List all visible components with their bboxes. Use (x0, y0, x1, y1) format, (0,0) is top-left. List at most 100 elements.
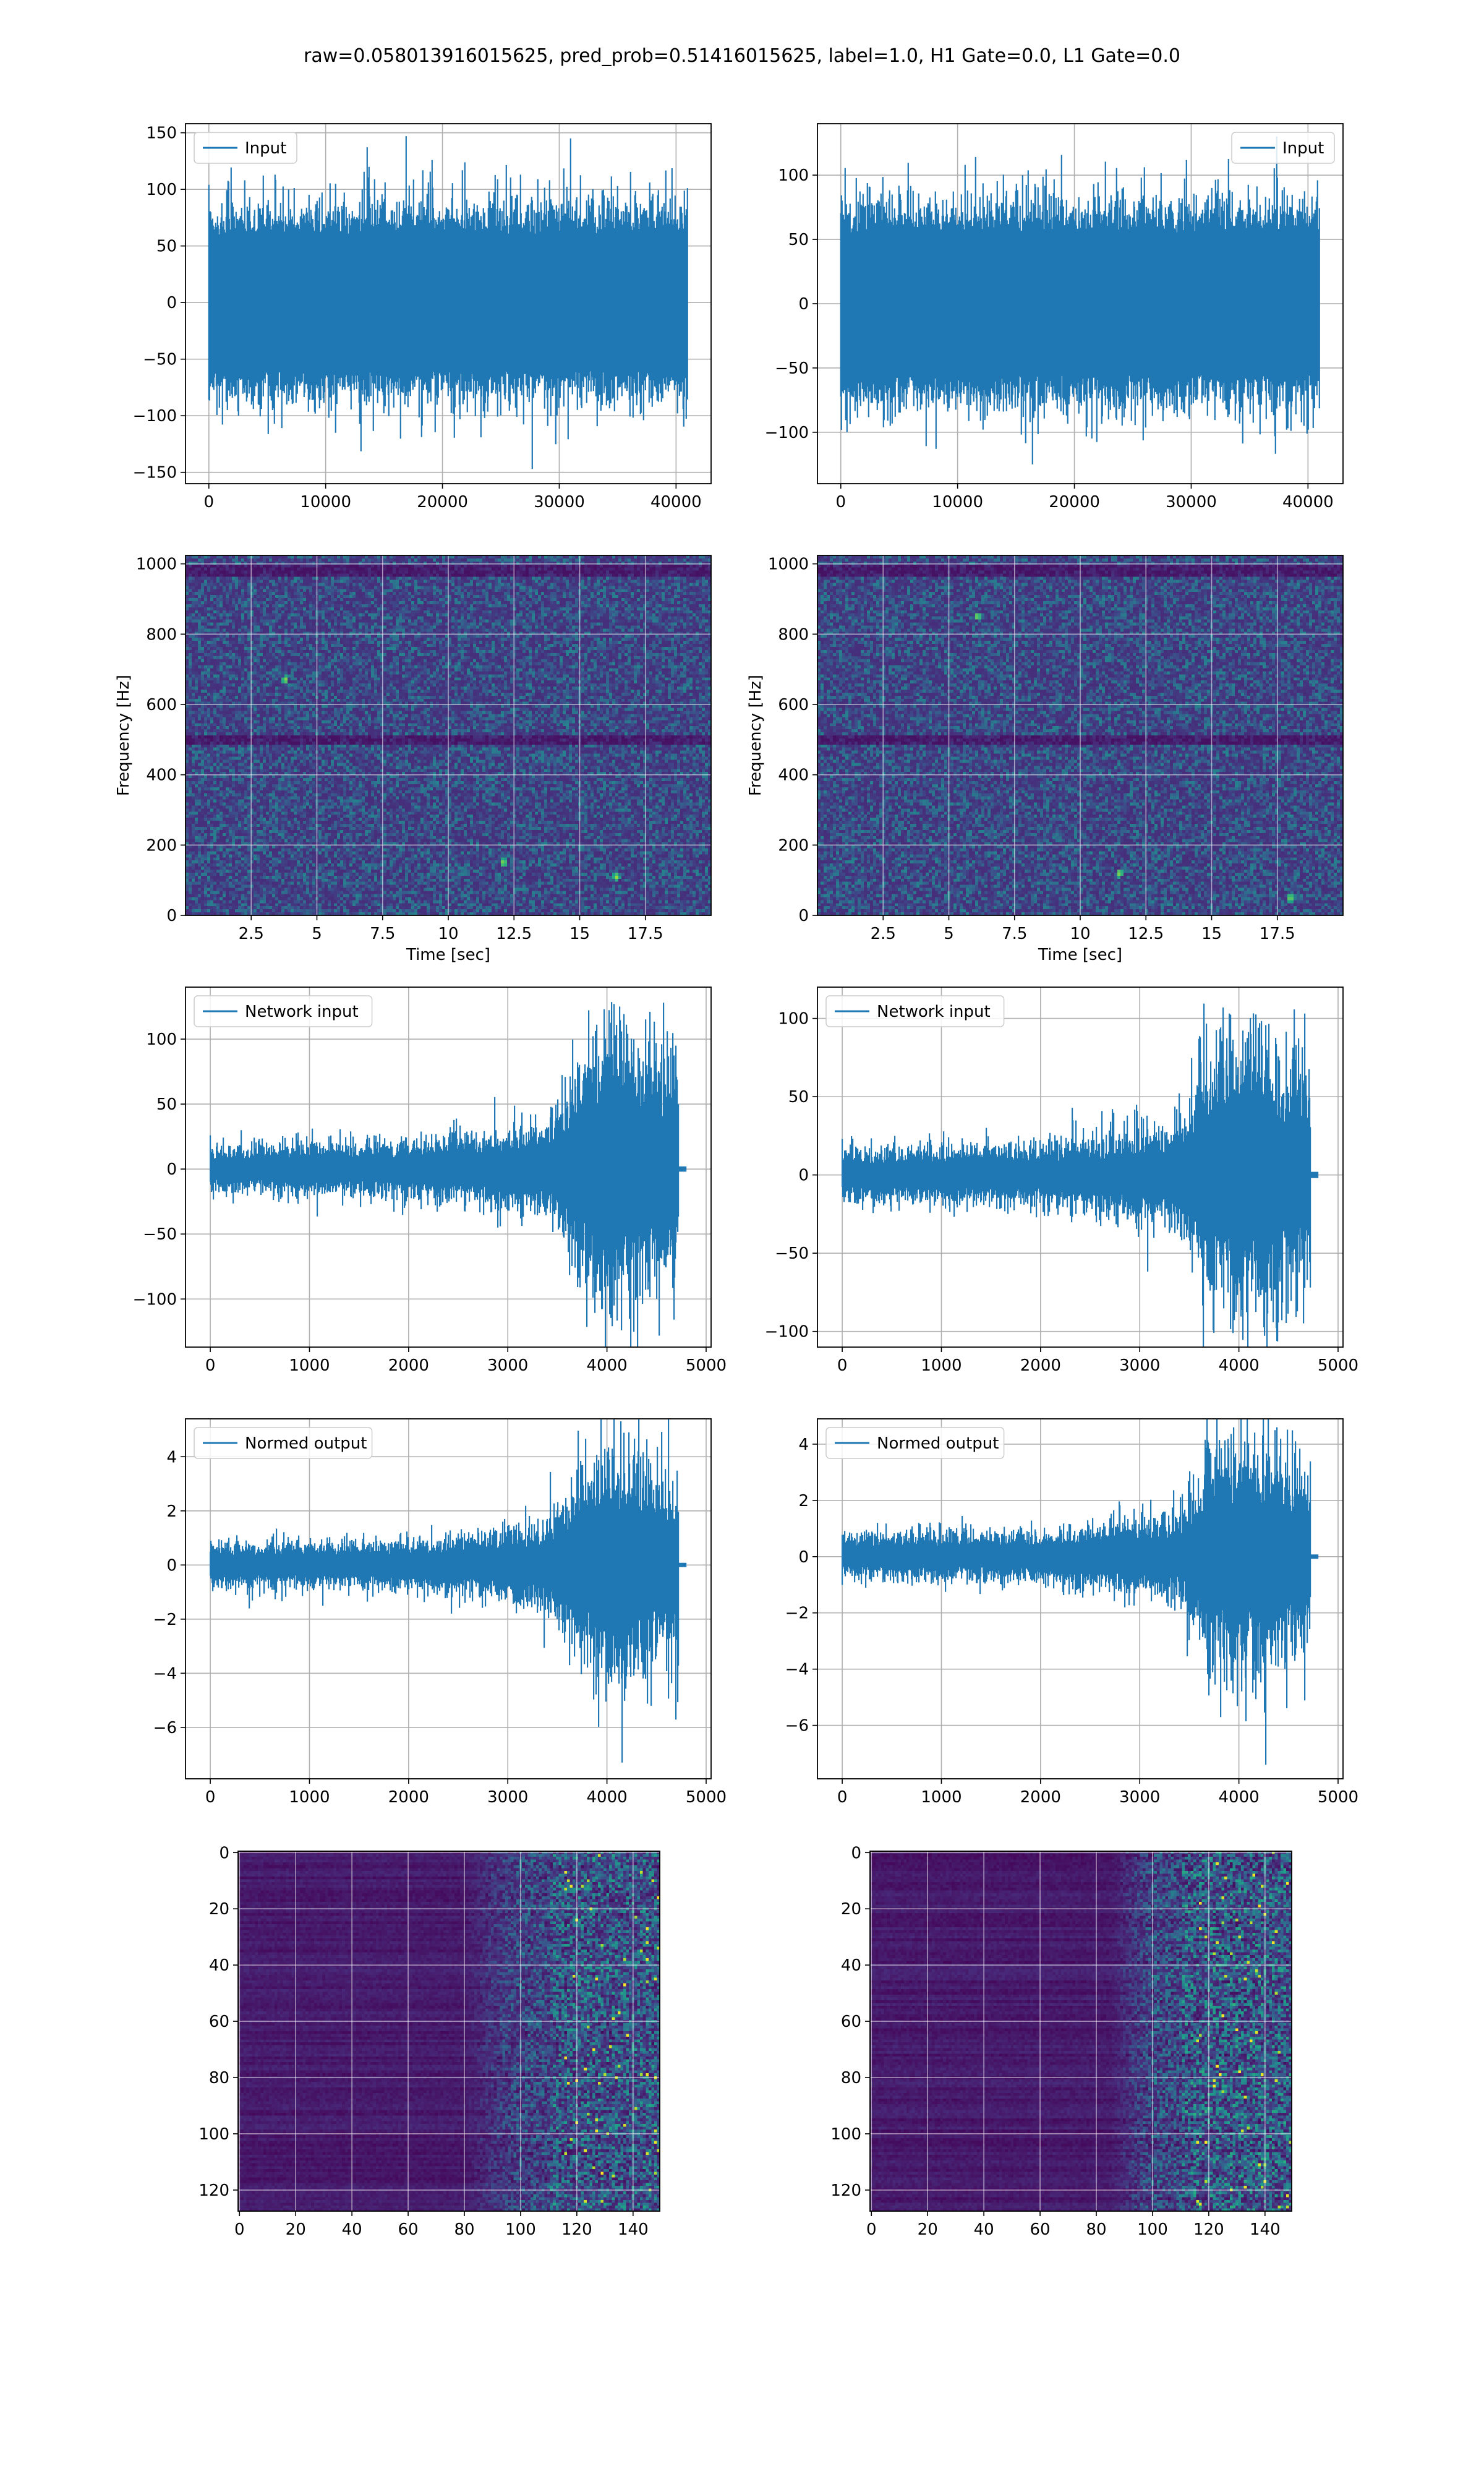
legend-box (825, 995, 1005, 1027)
y-tick-label: 80 (209, 2069, 229, 2087)
x-tick-label: 20 (286, 2220, 306, 2239)
x-tick-label: 1000 (289, 1356, 330, 1375)
legend: Network input (825, 995, 1005, 1027)
plot-area (238, 1851, 660, 2211)
x-tick-label: 40 (974, 2220, 994, 2239)
axes-frame (237, 1851, 660, 2212)
y-tick-label: −6 (153, 1719, 177, 1737)
y-tick-label: 80 (841, 2069, 861, 2087)
x-tick-label: 3000 (487, 1788, 528, 1807)
x-tick-label: 40000 (650, 493, 702, 511)
y-tick-label: 100 (146, 1030, 177, 1049)
x-tick-label: 10000 (300, 493, 351, 511)
x-tick-label: 0 (837, 1788, 848, 1807)
y-tick-label: 800 (146, 625, 177, 644)
x-tick-label: 140 (1250, 2220, 1281, 2239)
x-tick-label: 7.5 (370, 925, 395, 943)
y-tick-label: −2 (785, 1604, 809, 1623)
series-line (842, 1003, 1311, 1347)
x-tick-label: 3000 (487, 1356, 528, 1375)
y-tick-label: −50 (143, 1225, 177, 1244)
y-tick-label: −100 (765, 1323, 809, 1342)
legend-box (194, 132, 297, 164)
x-tick-label: 2000 (1020, 1788, 1061, 1807)
x-tick-label: 2.5 (871, 925, 896, 943)
y-tick-label: 0 (219, 1844, 229, 1862)
x-tick-label: 30000 (534, 493, 585, 511)
y-tick-label: 0 (798, 295, 809, 314)
x-tick-label: 10 (1070, 925, 1090, 943)
y-tick-label: −4 (785, 1661, 809, 1679)
y-tick-label: 2 (798, 1492, 809, 1510)
legend: Input (1231, 132, 1335, 164)
y-tick-label: 100 (198, 2125, 229, 2144)
x-tick-label: 60 (1030, 2220, 1051, 2239)
x-tick-label: 17.5 (628, 925, 663, 943)
x-tick-label: 5000 (686, 1356, 727, 1375)
y-tick-label: 50 (156, 1095, 177, 1114)
x-tick-label: 20000 (417, 493, 468, 511)
y-tick-label: 100 (778, 1010, 809, 1029)
series-tail (1310, 1171, 1319, 1178)
series-tail (678, 1562, 687, 1567)
y-tick-label: 1000 (136, 555, 177, 574)
x-axis-label: Time [sec] (406, 946, 490, 964)
x-tick-label: 0 (866, 2220, 877, 2239)
y-tick-label: 4 (798, 1436, 809, 1454)
chart-image-left: 0 20 40 60 80 100 120 140 0 20 40 60 80 100 120 (198, 1844, 660, 2239)
y-tick-label: 4 (166, 1448, 177, 1466)
chart-spectrogram-left: 2.5 5 7.5 10 12.5 15 17.5 0 200 400 600 800 1000 Time… (114, 555, 712, 964)
legend-label: Input (245, 139, 286, 158)
x-tick-label: 2000 (388, 1788, 429, 1807)
x-tick-label: 140 (618, 2220, 649, 2239)
legend: Network input (194, 995, 373, 1027)
y-tick-label: −100 (133, 407, 177, 426)
x-tick-label: 4000 (1219, 1356, 1260, 1375)
axes-frame (869, 1851, 1292, 2212)
y-tick-label: 0 (798, 907, 809, 925)
x-tick-label: 0 (205, 1356, 216, 1375)
x-tick-label: 2.5 (239, 925, 264, 943)
y-tick-label: −2 (153, 1611, 177, 1629)
series-line (210, 1419, 680, 1763)
chart-image-right: 0 20 40 60 80 100 120 140 0 20 40 60 80 100 120 (830, 1844, 1292, 2239)
y-tick-label: 0 (166, 907, 177, 925)
x-tick-label: 4000 (587, 1788, 628, 1807)
plot-area (186, 1419, 711, 1779)
plot-area (817, 987, 1343, 1347)
y-tick-label: −6 (785, 1717, 809, 1736)
y-tick-label: 20 (209, 1900, 229, 1919)
x-tick-label: 40 (342, 2220, 362, 2239)
x-tick-label: 1000 (289, 1788, 330, 1807)
y-tick-label: 100 (830, 2125, 861, 2144)
chart-spectrogram-right: 2.5 5 7.5 10 12.5 15 17.5 0 200 400 600 800 1000 Time… (746, 555, 1344, 964)
y-tick-label: 40 (209, 1956, 229, 1975)
chart-network-input-right: 0 1000 2000 3000 4000 5000 −100 −50 0 50 100 Networ… (765, 987, 1358, 1375)
series-tail (678, 1166, 687, 1172)
y-tick-label: −4 (153, 1664, 177, 1683)
y-tick-label: 1000 (768, 555, 809, 574)
chart-input-left: 0 10000 20000 30000 40000 −150 −100 −50 0 50 100 15… (133, 123, 712, 511)
y-tick-label: 50 (788, 231, 809, 249)
plot-area (870, 1851, 1292, 2211)
figure-title: raw=0.058013916015625, pred_prob=0.51416… (304, 45, 1180, 67)
x-tick-label: 4000 (587, 1356, 628, 1375)
y-tick-label: 40 (841, 1956, 861, 1975)
x-tick-label: 5000 (1318, 1788, 1358, 1807)
x-tick-label: 100 (505, 2220, 536, 2239)
legend-label: Normed output (245, 1434, 367, 1453)
x-tick-label: 5 (312, 925, 322, 943)
axes-frame (185, 987, 712, 1348)
x-tick-label: 0 (837, 1356, 848, 1375)
y-tick-label: 0 (166, 1160, 177, 1179)
axes-frame (817, 987, 1344, 1348)
y-tick-label: −50 (143, 351, 177, 369)
y-tick-label: 60 (209, 2013, 229, 2031)
y-tick-label: −150 (133, 464, 177, 482)
x-tick-label: 100 (1137, 2220, 1168, 2239)
legend-label: Network input (245, 1003, 359, 1021)
x-tick-label: 15 (1201, 925, 1222, 943)
legend-label: Normed output (877, 1434, 999, 1453)
y-tick-label: 200 (146, 836, 177, 855)
